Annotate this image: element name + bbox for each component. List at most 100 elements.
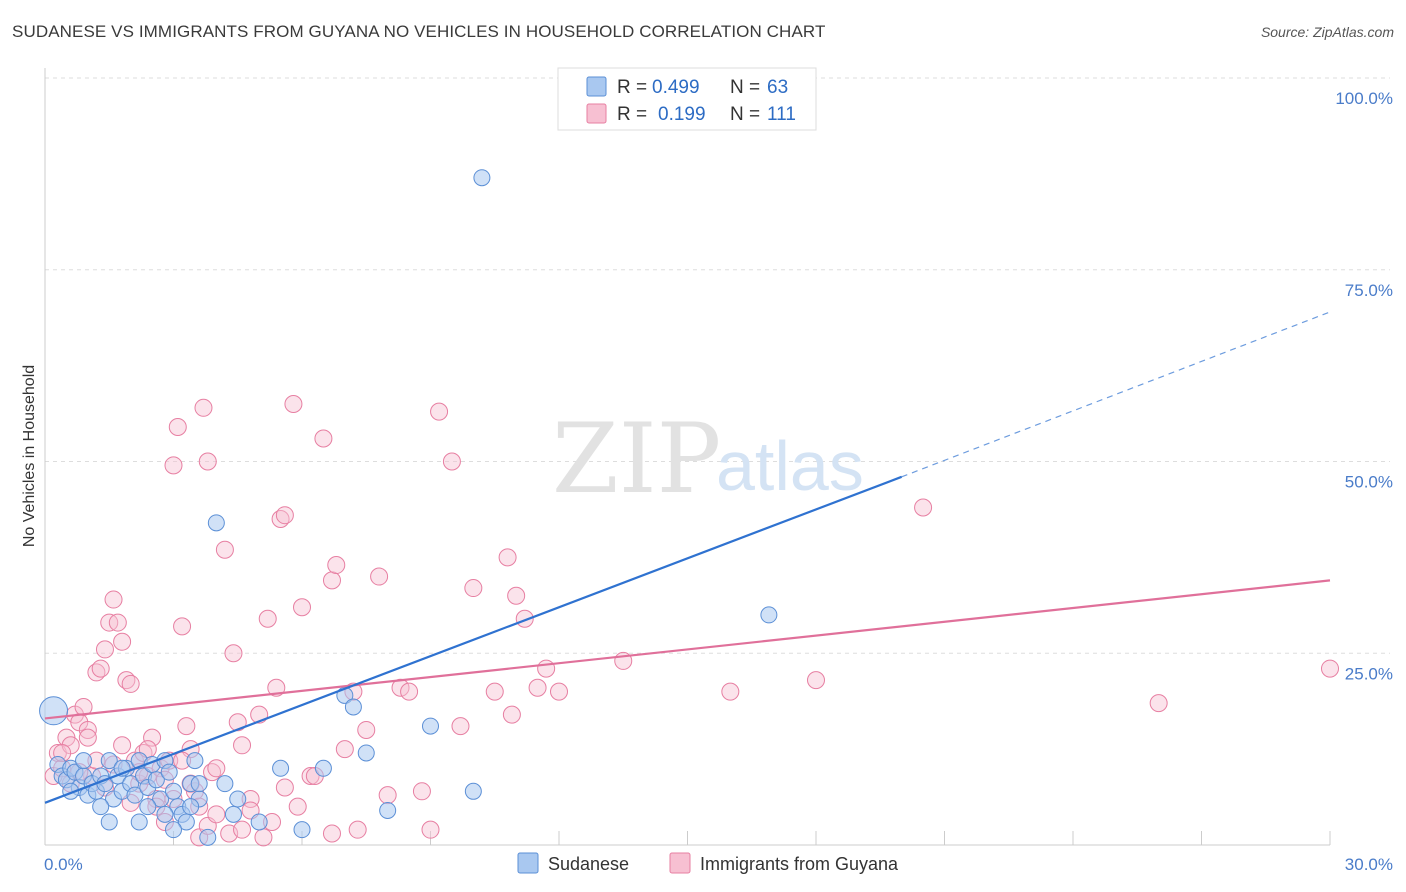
data-point-guyana [314, 429, 333, 448]
data-point-sudanese [160, 763, 178, 781]
data-point-guyana [537, 659, 556, 678]
bottom-legend: Sudanese Immigrants from Guyana [517, 852, 899, 874]
data-point-sudanese [250, 813, 268, 831]
data-point-sudanese [357, 744, 375, 762]
y-tick-label: 100.0% [1335, 89, 1393, 108]
data-point-sudanese [100, 813, 118, 831]
x-tick-label: 30.0% [1345, 855, 1393, 874]
data-point-sudanese [199, 828, 217, 846]
data-point-guyana [74, 697, 93, 716]
data-point-sudanese [272, 759, 290, 777]
chart-title: SUDANESE VS IMMIGRANTS FROM GUYANA NO VE… [12, 22, 826, 41]
data-point-guyana [293, 598, 311, 617]
data-point-sudanese [92, 798, 110, 816]
data-point-guyana [357, 720, 376, 739]
data-point-guyana [502, 705, 521, 724]
data-point-sudanese [224, 805, 242, 823]
data-point-guyana [194, 398, 213, 417]
data-point-guyana [198, 452, 217, 471]
data-point-sudanese [379, 801, 397, 819]
data-point-guyana [275, 778, 294, 797]
y-tick-label: 75.0% [1345, 281, 1393, 300]
data-point-guyana [168, 417, 187, 436]
data-point-guyana [258, 609, 277, 628]
data-point-guyana [143, 728, 162, 747]
data-point-sudanese [75, 752, 93, 770]
data-point-guyana [1321, 659, 1339, 678]
data-point-guyana [164, 456, 183, 475]
data-point-sudanese [760, 606, 778, 624]
data-point-guyana [721, 682, 740, 701]
data-point-sudanese [182, 798, 200, 816]
legend-n-value: 111 [767, 104, 796, 125]
data-point-guyana [207, 759, 226, 778]
data-point-guyana [113, 632, 132, 651]
data-point-guyana [464, 579, 483, 598]
data-point-guyana [228, 713, 247, 732]
watermark-zip: ZIP [552, 403, 721, 515]
legend-n-label: N = [730, 104, 760, 125]
data-point-sudanese [165, 782, 182, 800]
data-point-sudanese [216, 775, 234, 793]
data-point-sudanese [156, 805, 174, 823]
legend-swatch-guyana [586, 103, 607, 124]
data-point-guyana [177, 717, 196, 736]
legend-r-label: R = [617, 104, 647, 125]
data-point-guyana [378, 786, 397, 805]
data-point-guyana [327, 556, 346, 575]
data-point-sudanese [190, 775, 208, 793]
data-point-sudanese [229, 790, 247, 808]
data-point-guyana [254, 828, 273, 847]
bottom-legend-guyana: Immigrants from Guyana [700, 854, 899, 874]
data-point-guyana [173, 617, 192, 636]
legend-n-label: N = [730, 77, 760, 98]
data-point-guyana [104, 590, 123, 609]
bottom-legend-swatch-sudanese [517, 852, 539, 874]
y-tick-label: 25.0% [1345, 664, 1393, 683]
data-point-sudanese [100, 752, 118, 770]
data-point-guyana [91, 659, 110, 678]
trend-line-sudanese [44, 475, 903, 804]
tick-labels: 25.0% 50.0% 75.0% 100.0% 0.0% 30.0% [44, 89, 1393, 874]
trend-line-guyana [44, 579, 1331, 720]
data-point-guyana [914, 498, 933, 517]
data-point-sudanese [293, 821, 311, 839]
data-point-guyana [348, 820, 367, 839]
watermark: ZIP atlas [552, 403, 864, 515]
data-point-sudanese [130, 813, 148, 831]
data-point-guyana [322, 824, 341, 843]
data-point-guyana [400, 682, 419, 701]
bottom-legend-sudanese: Sudanese [548, 854, 629, 874]
data-point-guyana [233, 820, 252, 839]
data-point-guyana [267, 678, 286, 697]
data-point-guyana [507, 586, 526, 605]
data-point-sudanese [207, 514, 225, 532]
trend-line-sudanese-extension [901, 311, 1331, 478]
data-point-guyana [421, 820, 440, 839]
data-point-guyana [233, 736, 252, 755]
data-point-guyana [335, 740, 354, 759]
legend-n-value: 63 [767, 77, 788, 98]
data-point-sudanese [39, 696, 69, 726]
data-point-guyana [95, 640, 114, 659]
data-point-guyana [288, 797, 307, 816]
data-point-guyana [550, 682, 568, 701]
legend-r-value: 0.499 [652, 77, 700, 98]
data-point-sudanese [336, 686, 354, 704]
data-point-guyana [207, 805, 226, 824]
data-point-guyana [78, 728, 97, 747]
data-point-guyana [370, 567, 389, 586]
data-point-guyana [412, 782, 431, 801]
data-point-guyana [224, 644, 243, 663]
data-point-guyana [451, 717, 470, 736]
data-point-guyana [528, 678, 547, 697]
data-point-guyana [807, 671, 825, 690]
legend: R = 0.499 N = 63 R = 0.199 N = 111 [557, 67, 817, 131]
data-point-sudanese [186, 752, 204, 770]
data-point-guyana [275, 506, 294, 525]
data-point-guyana [121, 674, 140, 693]
data-point-guyana [430, 402, 449, 421]
data-point-guyana [284, 394, 303, 413]
x-tick-label: 0.0% [44, 855, 83, 874]
